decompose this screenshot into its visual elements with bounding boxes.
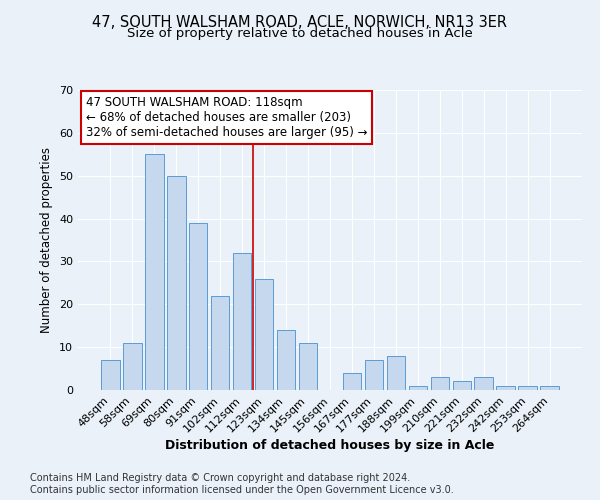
Bar xyxy=(541,386,559,390)
Bar xyxy=(518,386,537,390)
Bar xyxy=(101,360,119,390)
Bar xyxy=(343,373,361,390)
Bar xyxy=(409,386,427,390)
X-axis label: Distribution of detached houses by size in Acle: Distribution of detached houses by size … xyxy=(166,440,494,452)
Text: 47, SOUTH WALSHAM ROAD, ACLE, NORWICH, NR13 3ER: 47, SOUTH WALSHAM ROAD, ACLE, NORWICH, N… xyxy=(92,15,508,30)
Bar xyxy=(123,343,142,390)
Bar xyxy=(167,176,185,390)
Y-axis label: Number of detached properties: Number of detached properties xyxy=(40,147,53,333)
Bar xyxy=(496,386,515,390)
Bar xyxy=(475,377,493,390)
Bar xyxy=(233,253,251,390)
Text: 47 SOUTH WALSHAM ROAD: 118sqm
← 68% of detached houses are smaller (203)
32% of : 47 SOUTH WALSHAM ROAD: 118sqm ← 68% of d… xyxy=(86,96,367,139)
Bar xyxy=(255,278,274,390)
Bar xyxy=(277,330,295,390)
Bar xyxy=(431,377,449,390)
Bar xyxy=(299,343,317,390)
Bar xyxy=(211,296,229,390)
Text: Contains HM Land Registry data © Crown copyright and database right 2024.
Contai: Contains HM Land Registry data © Crown c… xyxy=(30,474,454,495)
Bar xyxy=(365,360,383,390)
Bar xyxy=(452,382,471,390)
Bar xyxy=(189,223,208,390)
Bar xyxy=(145,154,164,390)
Bar xyxy=(386,356,405,390)
Text: Size of property relative to detached houses in Acle: Size of property relative to detached ho… xyxy=(127,28,473,40)
